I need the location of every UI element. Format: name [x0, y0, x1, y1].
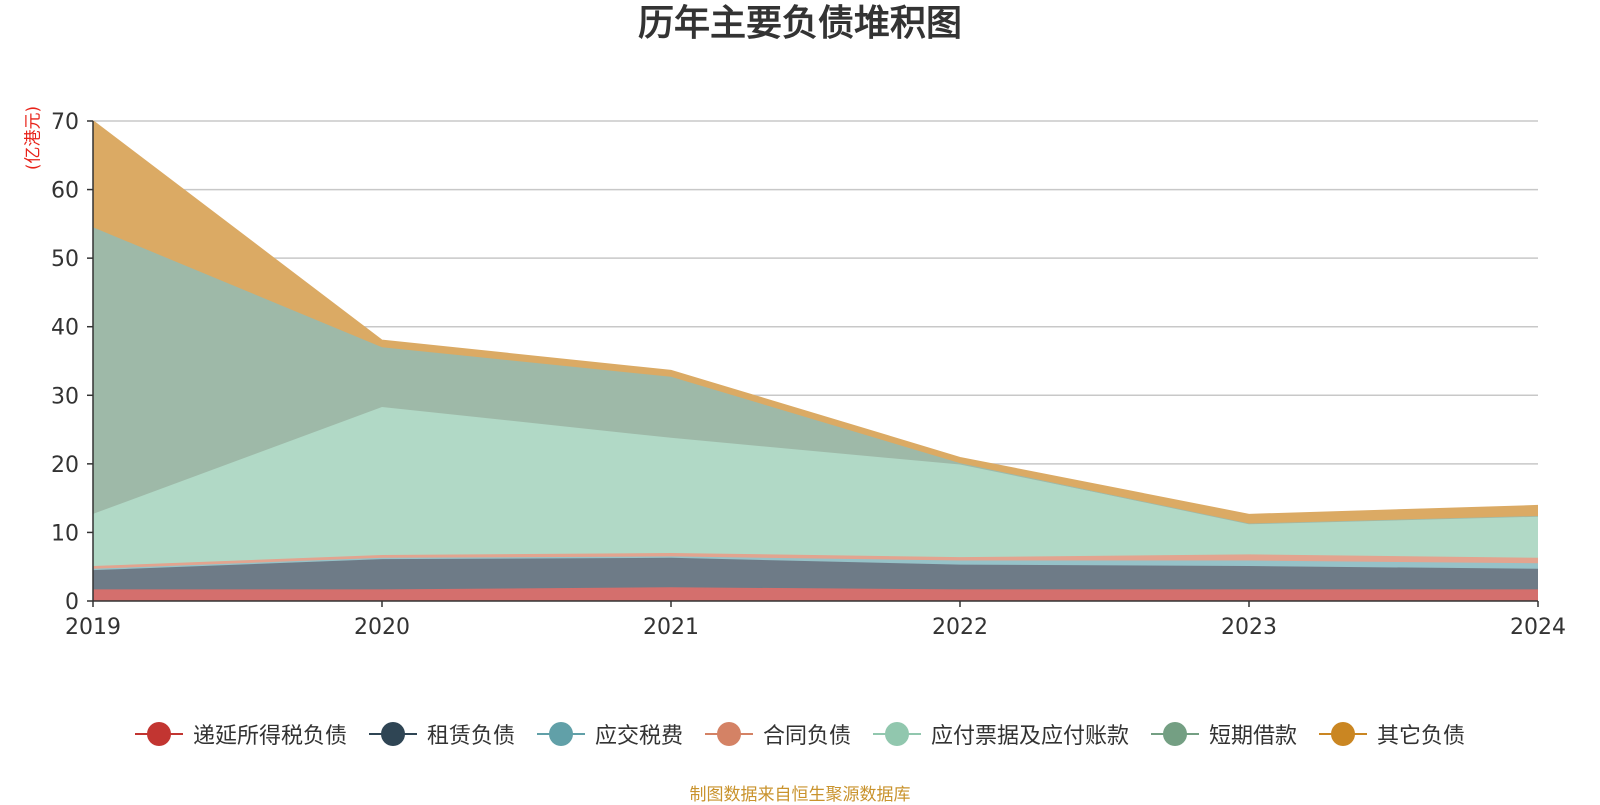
area-series-5	[93, 406, 1538, 567]
area-series-6	[93, 227, 1538, 524]
legend-label: 应付票据及应付账款	[931, 724, 1130, 749]
area-series	[92, 120, 1539, 601]
legend-marker-icon	[134, 722, 183, 746]
legend: 递延所得税负债 租赁负债 应交税费 合同负债 应付票据及应付账款 短期借款 其它负债	[0, 718, 1600, 750]
x-tick-label: 2024	[1510, 615, 1566, 640]
chart-title: 历年主要负债堆积图	[637, 3, 962, 44]
legend-item-6[interactable]: 短期借款	[1151, 718, 1297, 750]
y-tick-label: 50	[51, 247, 79, 272]
legend-item-4[interactable]: 合同负债	[704, 718, 851, 750]
y-tick-label: 60	[51, 179, 79, 204]
y-tick-label: 30	[51, 384, 79, 409]
series-line-7	[92, 120, 1539, 516]
legend-marker-icon	[704, 722, 753, 746]
legend-item-2[interactable]: 租赁负债	[368, 718, 515, 750]
area-series-2	[93, 557, 1538, 590]
x-tick-label: 2020	[354, 615, 410, 640]
legend-item-3[interactable]: 应交税费	[536, 718, 683, 750]
y-tick-label: 10	[51, 521, 79, 546]
x-tick-label: 2023	[1221, 615, 1277, 640]
area-series-4	[93, 553, 1538, 569]
legend-label: 其它负债	[1377, 724, 1466, 749]
series-line-1	[93, 586, 1538, 591]
legend-marker-icon	[1319, 722, 1368, 746]
legend-marker-icon	[368, 722, 417, 746]
legend-label: 递延所得税负债	[192, 724, 347, 749]
legend-marker-icon	[873, 722, 921, 746]
legend-label: 短期借款	[1209, 724, 1298, 749]
y-tick-label: 0	[65, 590, 79, 615]
y-axis-unit-label: (亿港元)	[23, 105, 44, 171]
x-tick-label: 2019	[65, 615, 121, 640]
y-tick-label: 40	[51, 316, 79, 341]
legend-label: 应交税费	[594, 724, 683, 749]
legend-marker-icon	[1151, 722, 1200, 746]
source-footnote: 制图数据来自恒生聚源数据库	[689, 785, 911, 805]
legend-label: 合同负债	[762, 724, 851, 749]
axes: 0 10 20 30 40 50 60 70 2019 2020 2021 2022 2023 2024	[51, 110, 1566, 640]
legend-item-5[interactable]: 应付票据及应付账款	[873, 718, 1129, 750]
legend-item-7[interactable]: 其它负债	[1319, 718, 1465, 750]
y-tick-label: 70	[51, 110, 79, 135]
x-tick-label: 2022	[932, 615, 988, 640]
y-tick-label: 20	[51, 453, 79, 478]
legend-label: 租赁负债	[426, 724, 515, 749]
area-series-1	[93, 587, 1538, 601]
legend-marker-icon	[536, 722, 585, 746]
x-tick-label: 2021	[643, 615, 699, 640]
legend-item-1[interactable]: 递延所得税负债	[134, 718, 347, 750]
